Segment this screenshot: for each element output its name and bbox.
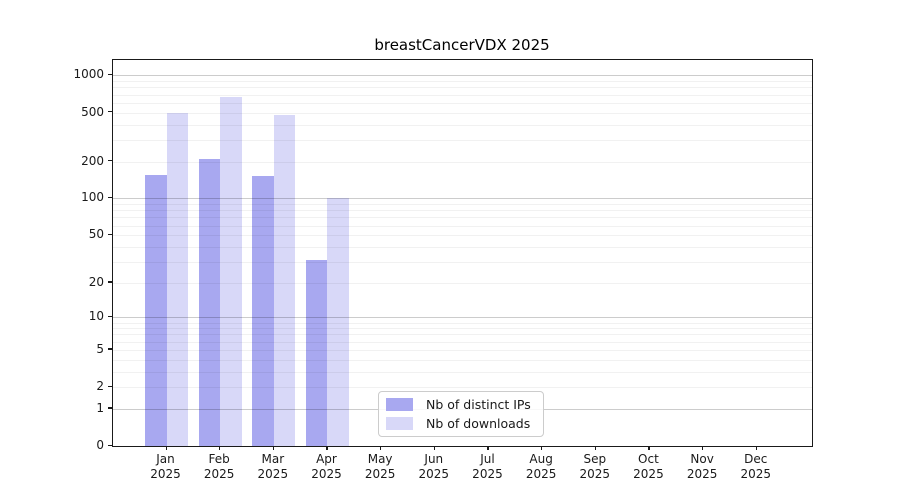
legend: Nb of distinct IPs Nb of downloads bbox=[378, 391, 544, 437]
y-tick-label-200: 200 bbox=[81, 153, 104, 168]
x-tick-label-dec: Dec 2025 bbox=[740, 452, 772, 481]
legend-item-distinct-ips: Nb of distinct IPs bbox=[386, 397, 543, 412]
y-tick-label-50: 50 bbox=[88, 227, 104, 242]
y-tick-mark bbox=[108, 407, 112, 409]
y-tick-mark bbox=[108, 196, 112, 199]
gridline-20 bbox=[113, 282, 812, 284]
gridline-9 bbox=[113, 322, 812, 324]
x-tick-label-feb: Feb 2025 bbox=[203, 452, 235, 481]
bar-downloads-jan bbox=[166, 112, 188, 446]
x-tick-label-jan: Jan 2025 bbox=[150, 452, 181, 481]
bar-distinct-ips-apr bbox=[305, 260, 328, 446]
gridline-40 bbox=[113, 246, 812, 248]
gridline-5 bbox=[113, 349, 812, 351]
x-tick-mark bbox=[380, 446, 382, 450]
gridline-7 bbox=[113, 334, 812, 336]
x-tick-label-mar: Mar 2025 bbox=[257, 452, 289, 481]
gridline-100 bbox=[113, 198, 812, 200]
plot-area bbox=[112, 59, 813, 447]
legend-label-downloads: Nb of downloads bbox=[426, 416, 531, 431]
gridline-700 bbox=[113, 94, 812, 96]
x-tick-mark bbox=[326, 446, 328, 450]
gridline-30 bbox=[113, 261, 812, 263]
gridline-3 bbox=[113, 371, 812, 373]
distinct-ips-swatch bbox=[386, 398, 413, 411]
y-tick-label-500: 500 bbox=[81, 104, 104, 119]
y-tick-label-5: 5 bbox=[96, 341, 104, 356]
y-tick-mark bbox=[108, 385, 112, 387]
y-tick-label-2: 2 bbox=[96, 379, 104, 394]
gridline-400 bbox=[113, 124, 812, 126]
bar-distinct-ips-mar bbox=[252, 175, 274, 446]
x-tick-label-sep: Sep 2025 bbox=[579, 452, 611, 481]
gridline-2 bbox=[113, 387, 812, 389]
downloads-swatch bbox=[386, 417, 413, 430]
x-tick-mark bbox=[165, 446, 167, 450]
y-tick-label-0: 0 bbox=[96, 438, 104, 452]
gridline-200 bbox=[113, 161, 812, 163]
gridline-1000 bbox=[113, 75, 812, 77]
gridline-70 bbox=[113, 217, 812, 219]
gridline-300 bbox=[113, 139, 812, 141]
gridline-8 bbox=[113, 328, 812, 330]
y-tick-label-10: 10 bbox=[88, 309, 104, 324]
legend-item-downloads: Nb of downloads bbox=[386, 416, 543, 431]
x-tick-mark bbox=[648, 446, 650, 450]
x-tick-label-jul: Jul 2025 bbox=[472, 452, 503, 481]
y-tick-mark bbox=[108, 281, 112, 283]
x-tick-mark bbox=[272, 446, 275, 450]
bar-downloads-mar bbox=[273, 114, 296, 446]
x-tick-label-may: May 2025 bbox=[364, 452, 396, 481]
x-tick-mark bbox=[702, 446, 704, 450]
x-tick-label-oct: Oct 2025 bbox=[633, 452, 664, 481]
x-tick-mark bbox=[594, 446, 597, 450]
gridline-900 bbox=[113, 81, 812, 83]
gridline-600 bbox=[113, 102, 812, 104]
gridline-6 bbox=[113, 341, 812, 343]
gridline-500 bbox=[113, 112, 812, 114]
y-tick-label-20: 20 bbox=[88, 274, 104, 289]
x-tick-mark bbox=[219, 446, 221, 450]
x-tick-mark bbox=[755, 446, 758, 450]
gridline-10 bbox=[113, 317, 812, 319]
bar-distinct-ips-feb bbox=[198, 158, 221, 446]
gridline-4 bbox=[113, 359, 812, 361]
bar-downloads-apr bbox=[327, 198, 349, 446]
bar-distinct-ips-jan bbox=[145, 175, 167, 446]
y-tick-label-1: 1 bbox=[96, 400, 104, 415]
x-tick-label-aug: Aug 2025 bbox=[525, 452, 557, 481]
x-tick-label-nov: Nov 2025 bbox=[686, 452, 718, 481]
gridline-50 bbox=[113, 235, 812, 237]
y-tick-mark bbox=[108, 348, 112, 350]
y-tick-mark bbox=[108, 160, 112, 162]
legend-label-distinct-ips: Nb of distinct IPs bbox=[426, 397, 531, 412]
y-tick-label-100: 100 bbox=[81, 190, 104, 205]
x-tick-mark bbox=[487, 446, 489, 450]
chart-title: breastCancerVDX 2025 bbox=[374, 36, 550, 54]
x-tick-mark bbox=[541, 446, 543, 450]
y-tick-mark bbox=[108, 233, 112, 235]
y-tick-mark bbox=[108, 315, 112, 318]
y-tick-mark bbox=[108, 111, 112, 113]
gridline-800 bbox=[113, 87, 812, 89]
y-tick-mark bbox=[108, 444, 112, 446]
gridline-90 bbox=[113, 204, 812, 206]
y-tick-label-1000: 1000 bbox=[73, 67, 104, 82]
x-tick-label-jun: Jun 2025 bbox=[418, 452, 450, 481]
gridline-60 bbox=[113, 225, 812, 227]
x-tick-label-apr: Apr 2025 bbox=[311, 452, 342, 481]
bar-downloads-feb bbox=[220, 96, 242, 446]
gridline-80 bbox=[113, 210, 812, 212]
y-tick-mark bbox=[108, 73, 112, 76]
x-tick-mark bbox=[433, 446, 436, 450]
